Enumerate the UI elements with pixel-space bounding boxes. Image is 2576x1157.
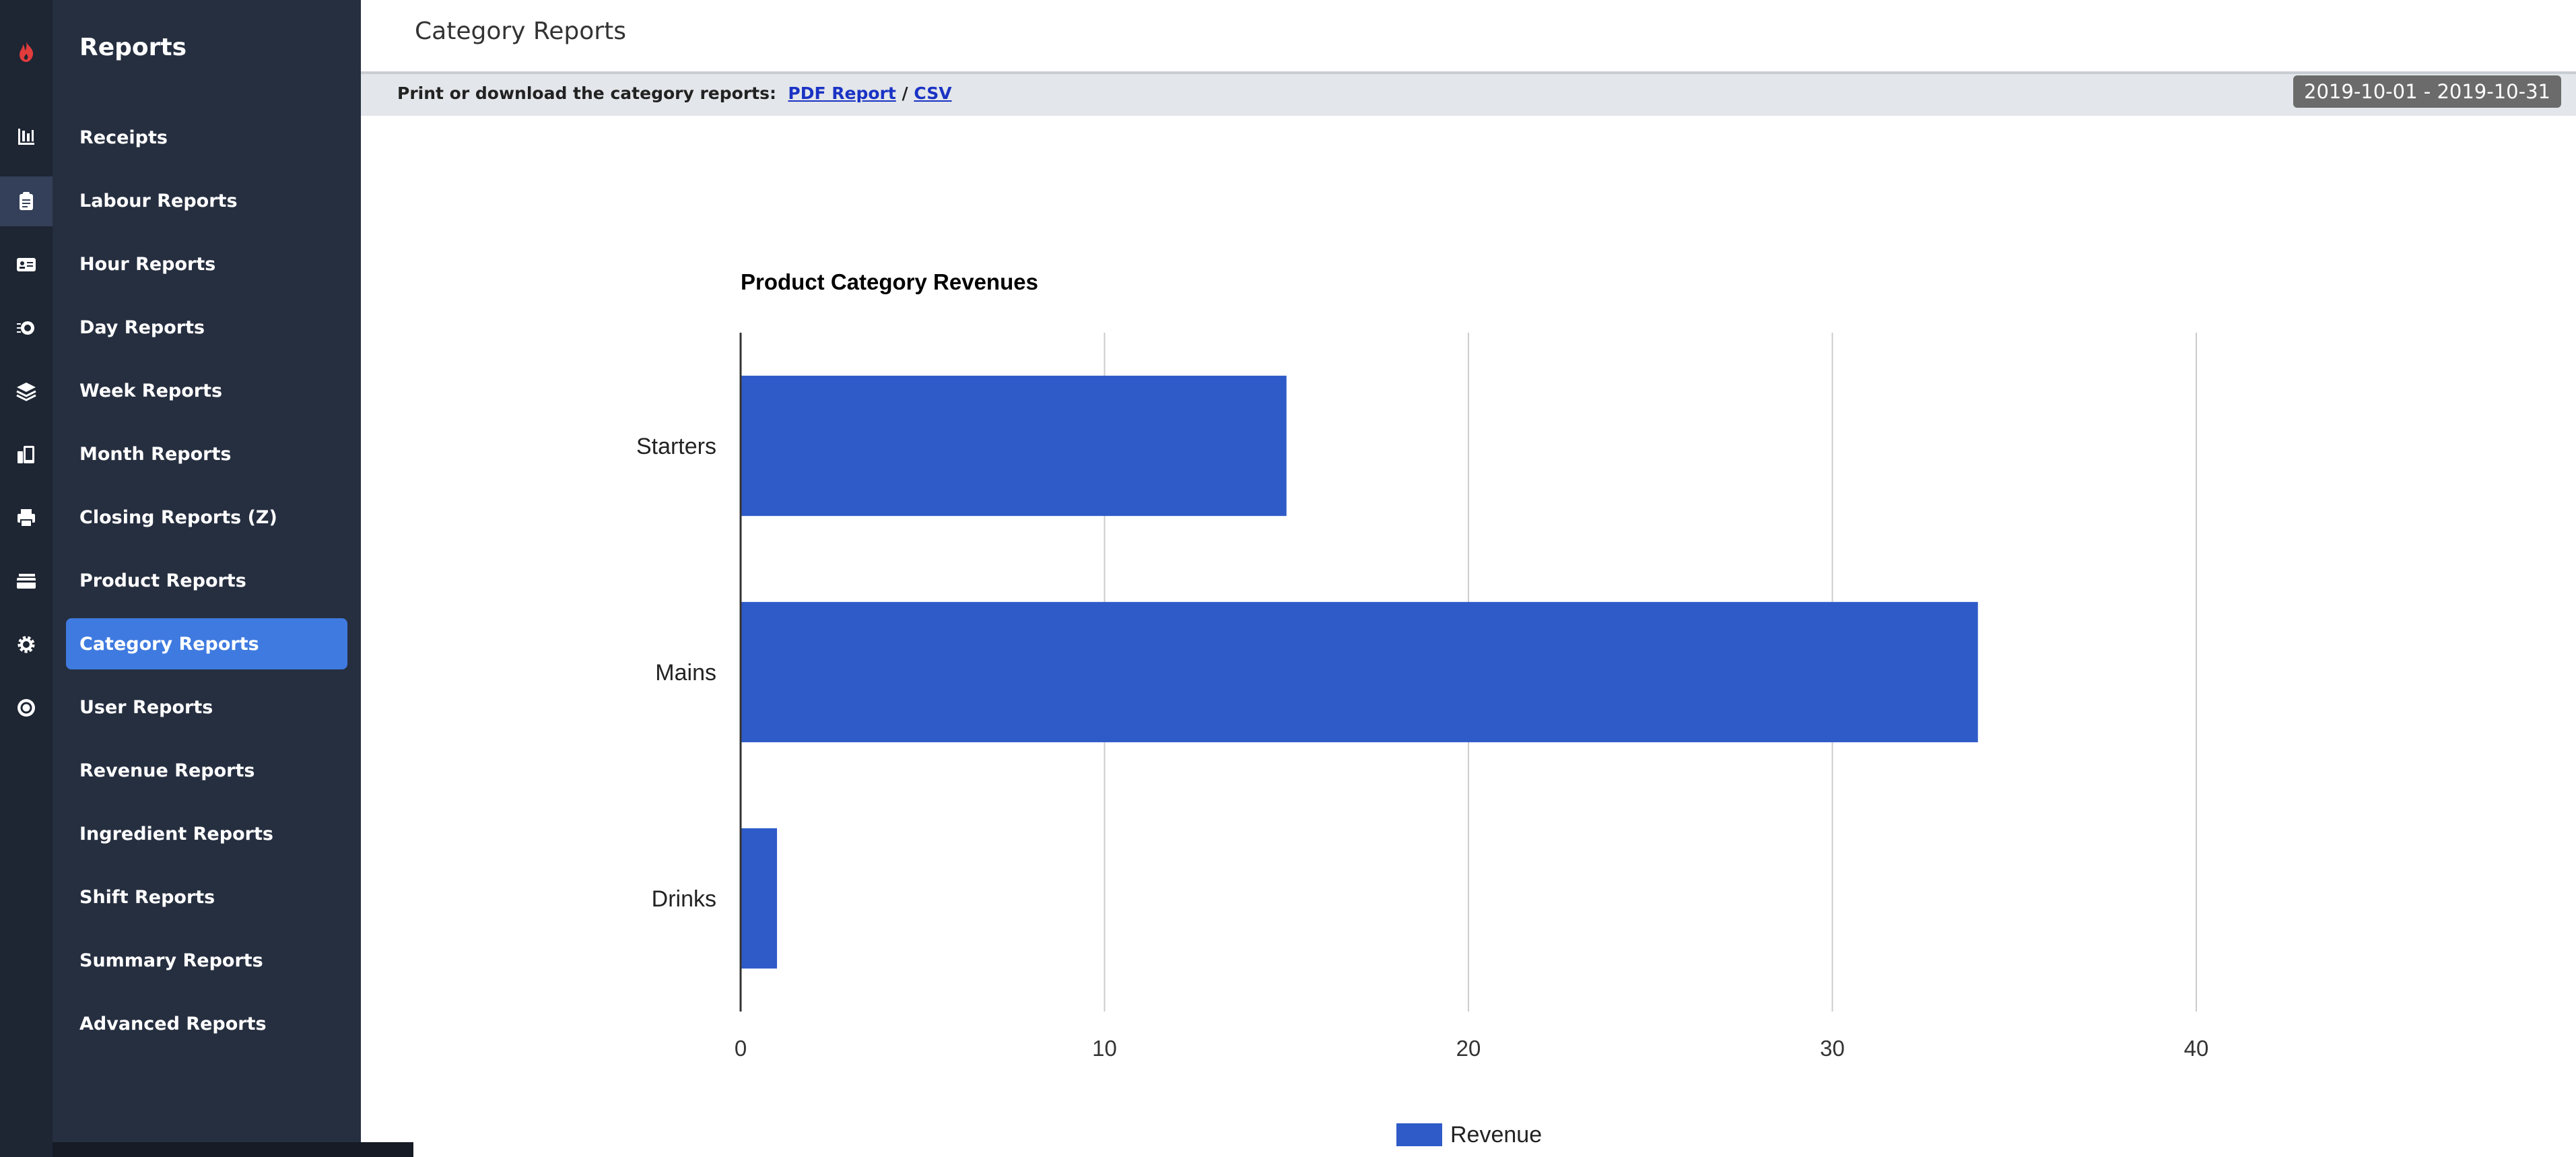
sidebar-item-revenue-reports[interactable]: Revenue Reports [66,745,347,796]
sidebar-item-label: Closing Reports (Z) [79,506,277,528]
chart-legend: Revenue [1396,1122,1542,1148]
sidebar-item-shift-reports[interactable]: Shift Reports [66,871,347,923]
cards-icon[interactable] [0,556,53,606]
category-label: Drinks [652,886,716,912]
brand-logo-icon[interactable] [0,27,53,77]
sidebar-item-label: Advanced Reports [79,1013,267,1034]
sidebar-item-receipts[interactable]: Receipts [66,112,347,163]
sidebar-item-label: Shift Reports [79,886,215,908]
chart-bars [741,375,1978,969]
x-tick-labels: 0 10 20 30 40 [735,1036,2209,1061]
help-icon[interactable] [0,683,53,733]
sidebar-item-label: Category Reports [79,633,259,655]
sidebar-item-ingredient-reports[interactable]: Ingredient Reports [66,808,347,859]
page-title: Category Reports [415,18,626,45]
flame-logo-svg [20,42,34,62]
sidebar-item-label: Summary Reports [79,950,263,971]
x-tick-label: 20 [1456,1036,1481,1061]
bar-chart-icon[interactable] [0,112,53,162]
category-label: Mains [655,660,716,686]
sidebar-item-advanced-reports[interactable]: Advanced Reports [66,998,347,1049]
sidebar-item-label: Labour Reports [79,190,238,211]
legend-label: Revenue [1450,1122,1542,1148]
bar-drinks[interactable] [741,828,778,969]
x-tick-label: 40 [2184,1036,2209,1061]
category-labels: Starters Mains Drinks [636,434,716,912]
header-divider [361,71,2576,74]
chart-title: Product Category Revenues [741,269,1038,294]
bar-starters[interactable] [741,375,1287,517]
sidebar-item-month-reports[interactable]: Month Reports [66,428,347,480]
coins-icon[interactable] [0,303,53,353]
devices-icon[interactable] [0,430,53,480]
sidebar-item-label: Week Reports [79,380,223,401]
sidebar-item-labour-reports[interactable]: Labour Reports [66,175,347,226]
sidebar-item-label: Hour Reports [79,253,216,275]
sidebar-item-label: Day Reports [79,317,205,338]
sidebar-item-label: Ingredient Reports [79,823,273,845]
report-toolbar: Print or download the category reports: … [361,74,2576,116]
csv-link[interactable]: CSV [914,84,952,103]
download-prompt: Print or download the category reports: … [397,84,952,103]
sidebar-item-label: Month Reports [79,443,232,465]
bar-mains[interactable] [741,601,1978,743]
sidebar-item-label: Product Reports [79,570,246,591]
icon-rail [0,0,53,1157]
sidebar-item-label: User Reports [79,696,213,718]
sidebar-item-label: Revenue Reports [79,760,255,781]
legend-swatch [1396,1123,1442,1146]
id-card-icon[interactable] [0,240,53,290]
download-prompt-text: Print or download the category reports: [397,84,776,103]
sidebar-item-label: Receipts [79,127,168,148]
pdf-report-link[interactable]: PDF Report [788,84,896,103]
x-tick-label: 30 [1820,1036,1845,1061]
main-content: Category Reports Print or download the c… [361,0,2576,1157]
x-tick-label: 0 [735,1036,747,1061]
category-revenue-chart: Product Category Revenues Starters Mains D… [636,269,2209,1148]
gear-icon[interactable] [0,620,53,669]
sidebar-item-summary-reports[interactable]: Summary Reports [66,935,347,986]
clipboard-icon[interactable] [0,176,53,226]
sidebar-item-category-reports[interactable]: Category Reports [66,618,347,669]
nav-footer-bar [53,1142,413,1157]
sidebar-item-hour-reports[interactable]: Hour Reports [66,238,347,290]
layers-icon[interactable] [0,366,53,416]
sidebar-item-product-reports[interactable]: Product Reports [66,555,347,606]
nav-section-title: Reports [79,34,187,61]
date-range-picker[interactable]: 2019-10-01 - 2019-10-31 [2293,75,2561,108]
sidebar-item-user-reports[interactable]: User Reports [66,682,347,733]
sidebar-item-closing-reports-z[interactable]: Closing Reports (Z) [66,492,347,543]
x-tick-label: 10 [1092,1036,1117,1061]
link-separator: / [902,84,908,103]
category-label: Starters [636,434,716,459]
printer-icon[interactable] [0,493,53,543]
sidebar-item-day-reports[interactable]: Day Reports [66,302,347,353]
reports-nav-panel: Reports Receipts Labour Reports Hour Repor… [53,0,413,1157]
sidebar-item-week-reports[interactable]: Week Reports [66,365,347,416]
